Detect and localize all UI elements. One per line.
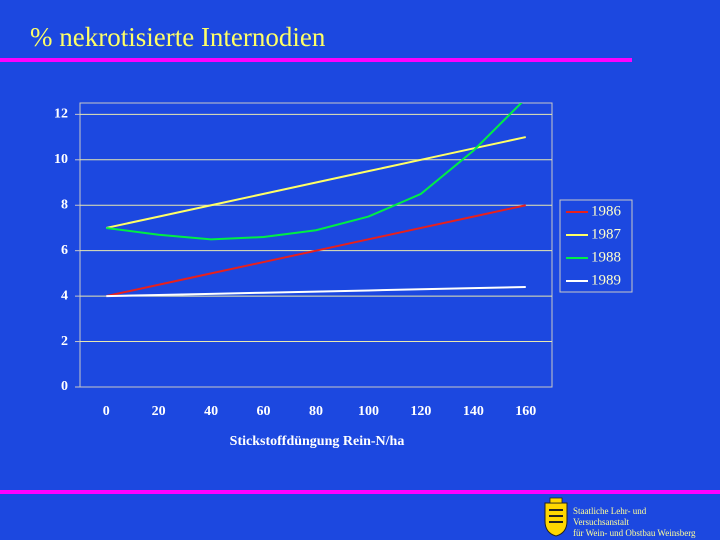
legend-label: 1988 [591,249,621,265]
series-line [106,103,523,241]
plot-area [79,102,553,388]
y-tick-label: 2 [61,334,68,349]
x-tick-label: 40 [204,404,218,419]
x-axis-label: Stickstoffdüngung Rein-N/ha [230,434,405,449]
x-tick-label: 140 [463,404,484,419]
y-tick-label: 4 [61,288,68,303]
y-tick-label: 10 [54,152,68,167]
legend-label: 1989 [591,272,621,288]
x-tick-label: 120 [410,404,431,419]
x-tick-label: 80 [309,404,323,419]
legend-label: 1987 [591,226,622,242]
x-tick-label: 100 [358,404,379,419]
x-tick-label: 20 [152,404,166,419]
plot [106,103,526,298]
y-tick-label: 8 [61,197,68,212]
footer-text: Staatliche Lehr- und [573,506,647,516]
series-line [106,204,526,298]
logo [544,497,568,537]
y-tick-label: 6 [61,243,68,258]
footer-text: für Wein- und Obstbau Weinsberg [573,528,696,538]
footer-rule [0,490,720,494]
legend-label: 1986 [591,203,622,219]
x-tick-label: 160 [515,404,536,419]
chart-title: % nekrotisierte Internodien [30,22,326,52]
series-line [106,136,526,229]
x-tick-label: 0 [103,404,110,419]
y-tick-label: 0 [61,379,68,394]
title-rule [0,58,632,62]
footer-text: Versuchsanstalt [573,517,629,527]
series-line [106,286,526,298]
y-tick-label: 12 [54,107,68,122]
legend-box [559,199,633,293]
x-tick-label: 60 [257,404,271,419]
